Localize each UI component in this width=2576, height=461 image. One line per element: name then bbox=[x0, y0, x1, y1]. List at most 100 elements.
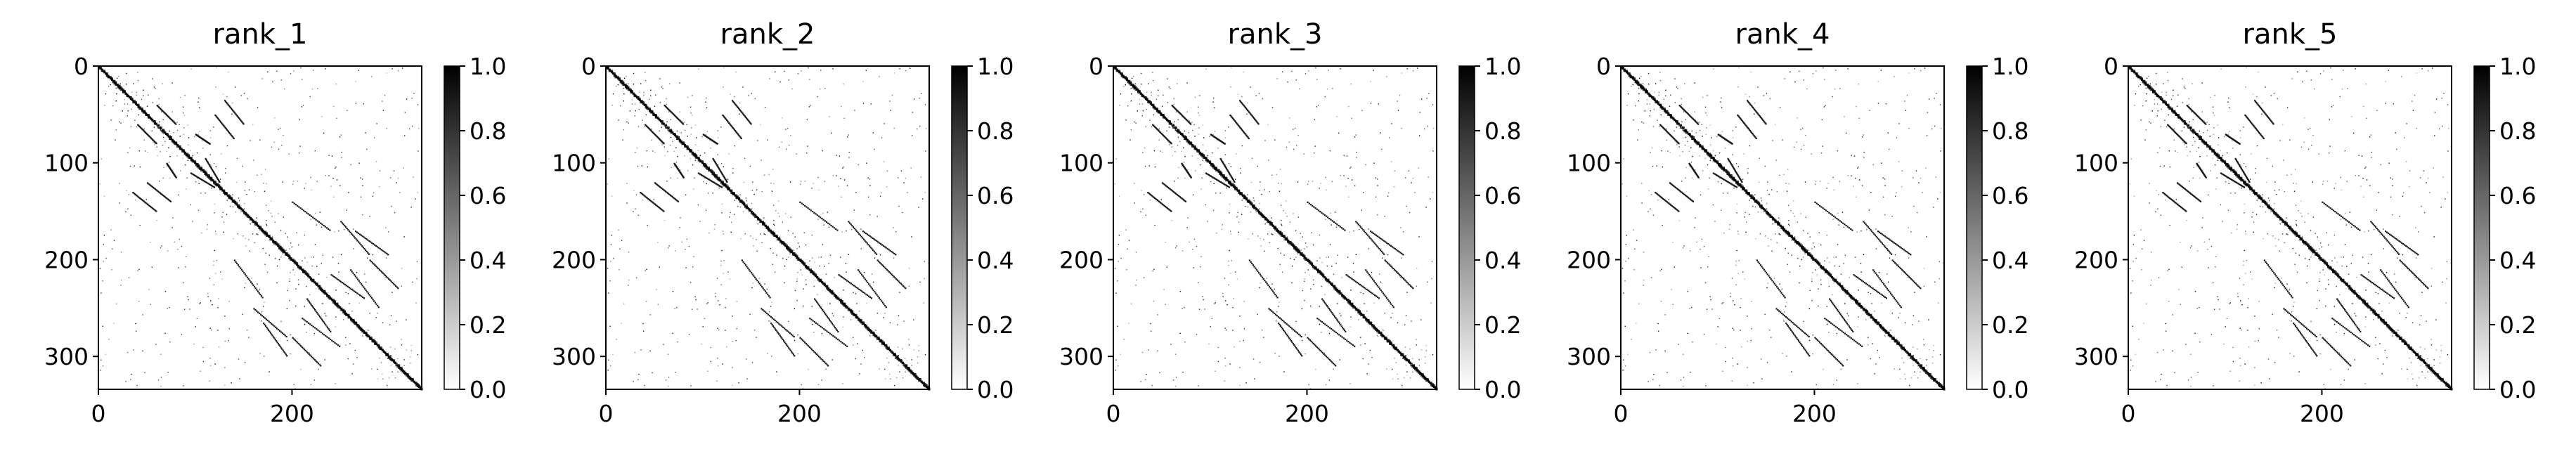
heatmap-cell bbox=[337, 263, 339, 264]
heatmap-cell bbox=[385, 355, 387, 356]
heatmap-cell bbox=[626, 88, 628, 90]
heatmap-cell bbox=[142, 200, 144, 202]
heatmap-cell bbox=[744, 115, 746, 117]
heatmap-cell bbox=[828, 290, 830, 292]
heatmap-cell bbox=[333, 105, 335, 108]
heatmap-cell bbox=[334, 300, 336, 301]
heatmap-cell bbox=[716, 176, 719, 179]
heatmap-cell bbox=[131, 91, 133, 93]
heatmap-cell bbox=[307, 213, 309, 215]
heatmap-cell bbox=[300, 368, 302, 370]
heatmap-cell bbox=[619, 79, 622, 82]
heatmap-cell bbox=[1185, 138, 1188, 141]
heatmap-cell bbox=[1243, 327, 1245, 330]
heatmap-cell bbox=[190, 204, 191, 206]
heatmap-cell bbox=[238, 204, 240, 206]
heatmap-cell bbox=[639, 91, 640, 93]
heatmap-cell bbox=[227, 103, 229, 105]
heatmap-cell bbox=[356, 277, 358, 279]
heatmap-cell bbox=[673, 197, 675, 199]
heatmap-cell bbox=[777, 332, 779, 334]
heatmap-cell bbox=[194, 174, 196, 176]
heatmap-cell bbox=[176, 144, 179, 147]
heatmap-cell bbox=[912, 372, 914, 375]
heatmap-cell bbox=[826, 286, 829, 289]
heatmap-cell bbox=[211, 169, 213, 171]
heatmap-cell bbox=[1145, 96, 1147, 98]
heatmap-cell bbox=[403, 370, 406, 373]
heatmap-cell bbox=[384, 94, 386, 96]
heatmap-cell bbox=[892, 252, 894, 254]
heatmap-cell bbox=[1426, 379, 1429, 382]
heatmap-cell bbox=[1153, 124, 1155, 126]
heatmap-cell bbox=[746, 266, 748, 268]
heatmap-cell bbox=[120, 86, 122, 88]
heatmap-cell bbox=[666, 192, 668, 194]
heatmap-cell bbox=[269, 239, 271, 241]
heatmap-cell bbox=[772, 325, 775, 327]
heatmap-cell bbox=[801, 202, 803, 204]
heatmap-cell bbox=[903, 320, 905, 322]
heatmap-cell bbox=[1142, 110, 1144, 112]
heatmap-cell bbox=[1123, 76, 1126, 79]
heatmap-cell bbox=[143, 112, 145, 114]
heatmap-cell bbox=[657, 304, 659, 305]
heatmap-cell bbox=[1170, 122, 1172, 125]
heatmap-cell bbox=[697, 172, 699, 174]
heatmap-cell bbox=[782, 242, 784, 245]
heatmap-cell bbox=[1156, 110, 1158, 112]
heatmap-cell bbox=[210, 300, 212, 301]
heatmap-cell bbox=[1113, 66, 1116, 69]
heatmap-cell bbox=[226, 192, 228, 193]
heatmap-cell bbox=[1385, 297, 1387, 299]
heatmap-cell bbox=[361, 178, 363, 180]
heatmap-cell bbox=[661, 123, 663, 125]
heatmap-cell bbox=[154, 188, 157, 190]
heatmap-cell bbox=[649, 108, 651, 110]
heatmap-cell bbox=[1225, 184, 1227, 187]
heatmap-cell bbox=[1327, 306, 1329, 309]
heatmap-cell bbox=[794, 252, 796, 254]
heatmap-cell bbox=[893, 275, 895, 278]
heatmap-cell bbox=[1176, 129, 1179, 131]
heatmap-cell bbox=[1277, 316, 1280, 318]
heatmap-cell bbox=[879, 254, 881, 256]
heatmap-cell bbox=[1361, 285, 1364, 287]
heatmap-cell bbox=[301, 268, 304, 271]
heatmap-cell bbox=[1214, 167, 1217, 169]
heatmap-cell bbox=[694, 152, 697, 155]
heatmap-cell bbox=[151, 266, 153, 268]
heatmap-cell bbox=[134, 119, 136, 121]
heatmap-cell bbox=[796, 248, 798, 249]
heatmap-cell bbox=[398, 367, 400, 369]
heatmap-cell bbox=[1332, 285, 1335, 287]
heatmap-cell bbox=[313, 281, 316, 284]
heatmap-cell bbox=[821, 281, 824, 284]
heatmap-cell bbox=[1365, 269, 1367, 271]
heatmap-cell bbox=[1402, 354, 1404, 357]
heatmap-cell bbox=[335, 316, 337, 318]
heatmap-cell bbox=[649, 200, 652, 202]
heatmap-cell bbox=[210, 178, 213, 181]
heatmap-cell bbox=[870, 330, 873, 333]
heatmap-cell bbox=[1432, 150, 1434, 152]
heatmap-cell bbox=[704, 176, 706, 178]
heatmap-cell bbox=[822, 212, 824, 214]
heatmap-cell bbox=[261, 78, 263, 79]
heatmap-cell bbox=[689, 149, 692, 152]
heatmap-cell bbox=[1212, 209, 1215, 211]
heatmap-cell bbox=[231, 136, 233, 138]
heatmap-cell bbox=[342, 222, 344, 224]
heatmap-cell bbox=[385, 257, 387, 259]
heatmap-cell bbox=[909, 369, 912, 372]
heatmap-cell bbox=[1206, 159, 1209, 162]
heatmap-cell bbox=[1290, 340, 1293, 342]
heatmap-cell bbox=[369, 259, 371, 261]
heatmap-cell bbox=[1141, 96, 1143, 98]
heatmap-cell bbox=[1373, 302, 1375, 304]
heatmap-cell bbox=[684, 145, 685, 148]
heatmap-cell bbox=[804, 342, 806, 344]
heatmap-cell bbox=[1351, 278, 1353, 280]
heatmap-cell bbox=[1308, 261, 1311, 264]
heatmap-cell bbox=[188, 155, 190, 158]
